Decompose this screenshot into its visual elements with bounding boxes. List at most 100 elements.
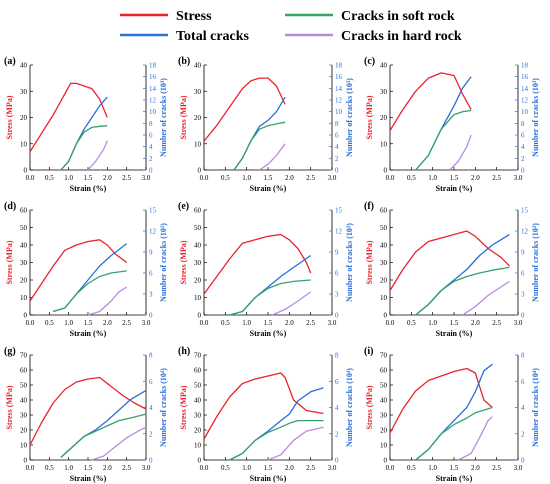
- legend-item-stress: Stress: [120, 9, 212, 24]
- series-line-cracks-in-hard-rock: [267, 426, 324, 461]
- y2-axis-label: Number of cracks (10³): [531, 223, 540, 302]
- series-line-cracks-in-soft-rock: [60, 413, 147, 458]
- panel-c: (c)0.0 0.5 1.0 1.5 2.0 2.5 3.00102030400246810…: [364, 56, 540, 193]
- x-tick-label: 2.0: [471, 319, 480, 327]
- y2-tick-label: 14: [521, 85, 529, 93]
- x-tick-label: 0.5: [407, 464, 416, 472]
- y-axis-label: Stress (MPa): [179, 385, 188, 429]
- series-line-stress: [203, 233, 312, 295]
- y2-tick-label: 0: [521, 312, 525, 320]
- x-tick-label: 2.5: [306, 174, 315, 182]
- y2-tick-label: 2: [149, 155, 153, 163]
- y-tick-label: 40: [194, 242, 202, 250]
- y2-tick-label: 6: [521, 378, 525, 386]
- series-line-cracks-in-hard-rock: [462, 280, 510, 316]
- y-tick-label: 0: [384, 167, 388, 175]
- y2-tick-label: 16: [521, 73, 529, 81]
- y-tick-label: 70: [20, 352, 28, 360]
- y-tick-label: 20: [380, 114, 388, 122]
- y2-tick-label: 0: [149, 167, 153, 175]
- y2-tick-label: 4: [335, 143, 339, 151]
- series-line-cracks-in-hard-rock: [449, 134, 472, 171]
- y-tick-label: 20: [20, 114, 28, 122]
- x-tick-label: 1.5: [264, 174, 273, 182]
- y-tick-label: 70: [380, 352, 388, 360]
- series-line-cracks-in-soft-rock: [53, 270, 127, 313]
- x-tick-label: 3.0: [142, 319, 151, 327]
- series-line-cracks-in-hard-rock: [91, 426, 147, 461]
- x-tick-label: 2.0: [471, 174, 480, 182]
- y2-tick-label: 8: [149, 352, 153, 360]
- x-tick-label: 2.0: [285, 464, 294, 472]
- y-tick-label: 40: [20, 397, 28, 405]
- x-tick-label: 2.0: [103, 174, 112, 182]
- y2-tick-label: 4: [335, 404, 339, 412]
- x-tick-label: 2.0: [285, 319, 294, 327]
- x-tick-label: 0.0: [26, 464, 35, 472]
- y2-tick-label: 15: [335, 207, 343, 215]
- y2-tick-label: 0: [521, 167, 525, 175]
- legend: Stress Total cracks Cracks in soft rock Cra…: [120, 9, 462, 44]
- y2-axis-label: Number of cracks (10³): [159, 223, 168, 302]
- y-tick-label: 0: [384, 312, 388, 320]
- panel-label: (e): [178, 201, 189, 212]
- legend-label: Stress: [176, 9, 212, 24]
- y2-tick-label: 4: [521, 143, 525, 151]
- x-tick-label: 2.0: [285, 174, 294, 182]
- y-axis-label: Stress (MPa): [179, 95, 188, 139]
- y2-tick-label: 10: [149, 108, 157, 116]
- y-tick-label: 20: [20, 427, 28, 435]
- y-tick-label: 20: [194, 114, 202, 122]
- legend-item-cracks-in-soft-rock: Cracks in soft rock: [285, 9, 455, 24]
- x-tick-label: 0.5: [221, 319, 230, 327]
- x-tick-label: 2.0: [103, 464, 112, 472]
- y-tick-label: 40: [20, 62, 28, 70]
- y2-tick-label: 0: [335, 167, 339, 175]
- y2-tick-label: 15: [521, 207, 529, 215]
- y2-tick-label: 12: [149, 228, 157, 236]
- panel-h: (h)0.0 0.5 1.0 1.5 2.0 2.5 3.00102030405060700…: [178, 346, 354, 483]
- y-tick-label: 60: [194, 207, 202, 215]
- series-line-total-cracks: [60, 96, 108, 171]
- y2-tick-label: 12: [521, 97, 529, 105]
- y2-tick-label: 0: [149, 457, 153, 465]
- x-tick-label: 0.5: [221, 464, 230, 472]
- y2-tick-label: 12: [521, 228, 529, 236]
- y2-tick-label: 18: [521, 62, 529, 70]
- y2-tick-label: 8: [335, 120, 339, 128]
- y2-tick-label: 0: [335, 457, 339, 465]
- series-line-total-cracks: [415, 76, 472, 171]
- panel-d: (d)0.0 0.5 1.0 1.5 2.0 2.5 3.00102030405060036…: [4, 201, 168, 338]
- y-tick-label: 10: [380, 442, 388, 450]
- panel-a: (a)0.0 0.5 1.0 1.5 2.0 2.5 3.00102030400246810…: [4, 56, 168, 193]
- x-tick-label: 1.0: [428, 174, 437, 182]
- y2-axis-label: Number of cracks (10³): [345, 78, 354, 157]
- y-tick-label: 10: [380, 140, 388, 148]
- panel-label: (g): [4, 346, 16, 357]
- x-tick-label: 0.0: [200, 319, 209, 327]
- y2-tick-label: 6: [149, 270, 153, 278]
- y2-tick-label: 16: [149, 73, 157, 81]
- x-tick-label: 0.0: [26, 174, 35, 182]
- x-tick-label: 2.5: [122, 319, 131, 327]
- y-tick-label: 30: [380, 259, 388, 267]
- x-axis-label: Strain (%): [436, 329, 473, 338]
- x-tick-label: 0.0: [26, 319, 35, 327]
- y-tick-label: 0: [198, 167, 202, 175]
- y2-tick-label: 0: [521, 457, 525, 465]
- x-tick-label: 1.5: [84, 464, 93, 472]
- x-axis-label: Strain (%): [250, 329, 287, 338]
- y-tick-label: 0: [24, 312, 28, 320]
- x-tick-label: 1.5: [450, 464, 459, 472]
- y-tick-label: 50: [380, 224, 388, 232]
- x-tick-label: 2.5: [492, 319, 501, 327]
- series-line-stress: [203, 372, 324, 440]
- y-tick-label: 30: [194, 259, 202, 267]
- series-line-stress: [389, 230, 510, 291]
- y2-tick-label: 2: [335, 155, 339, 163]
- y2-tick-label: 8: [335, 352, 339, 360]
- y-tick-label: 20: [194, 427, 202, 435]
- x-tick-label: 0.0: [200, 174, 209, 182]
- y-axis-label: Stress (MPa): [5, 385, 14, 429]
- y-tick-label: 50: [20, 224, 28, 232]
